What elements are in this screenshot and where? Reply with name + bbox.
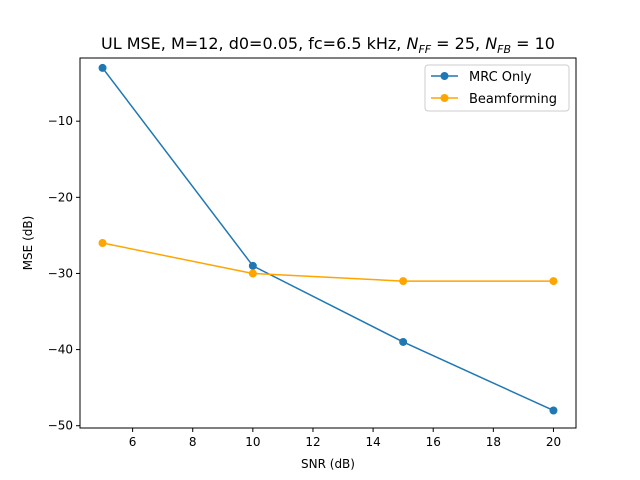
legend: MRC Only Beamforming [424,64,570,112]
data-point-mrc-only [549,406,558,415]
x-tick-label: 10 [245,435,260,449]
legend-label-mrc-only: MRC Only [469,70,532,85]
title-nff-value: = 25, [431,34,485,53]
series-line-mrc-only [101,67,554,412]
title-nfb-base: N [485,34,497,53]
data-point-beamforming [98,239,107,247]
y-axis-ticks: −50 −40 −30 −20 −10 [48,114,80,433]
x-tick-label: 16 [426,435,441,449]
legend-swatch-marker-mrc-only [440,72,449,80]
y-axis-label: MSE (dB) [21,216,35,271]
y-tick-label: −10 [48,114,73,128]
plot-frame [79,57,577,429]
data-point-mrc-only [98,63,107,72]
title-nff-base: N [406,34,418,53]
title-nff-sub: FF [418,43,431,56]
x-tick-label: 20 [546,435,561,449]
series-line-beamforming [102,242,554,282]
y-tick-label: −30 [48,266,73,280]
data-point-beamforming [248,269,257,278]
legend-box [424,64,570,112]
x-tick-label: 14 [365,435,380,449]
data-point-beamforming [399,277,408,286]
x-tick-label: 12 [305,435,320,449]
y-tick-label: −40 [48,343,73,357]
legend-label-beamforming: Beamforming [469,92,557,107]
y-tick-label: −50 [48,419,73,433]
x-tick-label: 18 [486,435,501,449]
data-point-mrc-only [248,261,257,270]
y-tick-label: −20 [48,190,73,204]
series-layer [98,63,558,415]
x-tick-label: 8 [189,435,197,449]
title-prefix: UL MSE, M=12, d0=0.05, fc=6.5 kHz, [101,34,406,53]
x-axis-label: SNR (dB) [301,457,355,471]
title-nfb-value: = 10 [511,34,555,53]
title-nfb-sub: FB [497,43,511,56]
x-axis-ticks: 6 8 10 12 14 16 18 20 [129,428,561,449]
chart-title: UL MSE, M=12, d0=0.05, fc=6.5 kHz, NFF =… [101,34,555,56]
data-point-beamforming [549,277,558,286]
legend-swatch-marker-beamforming [440,94,449,102]
x-tick-label: 6 [129,435,137,449]
data-point-mrc-only [399,337,408,346]
